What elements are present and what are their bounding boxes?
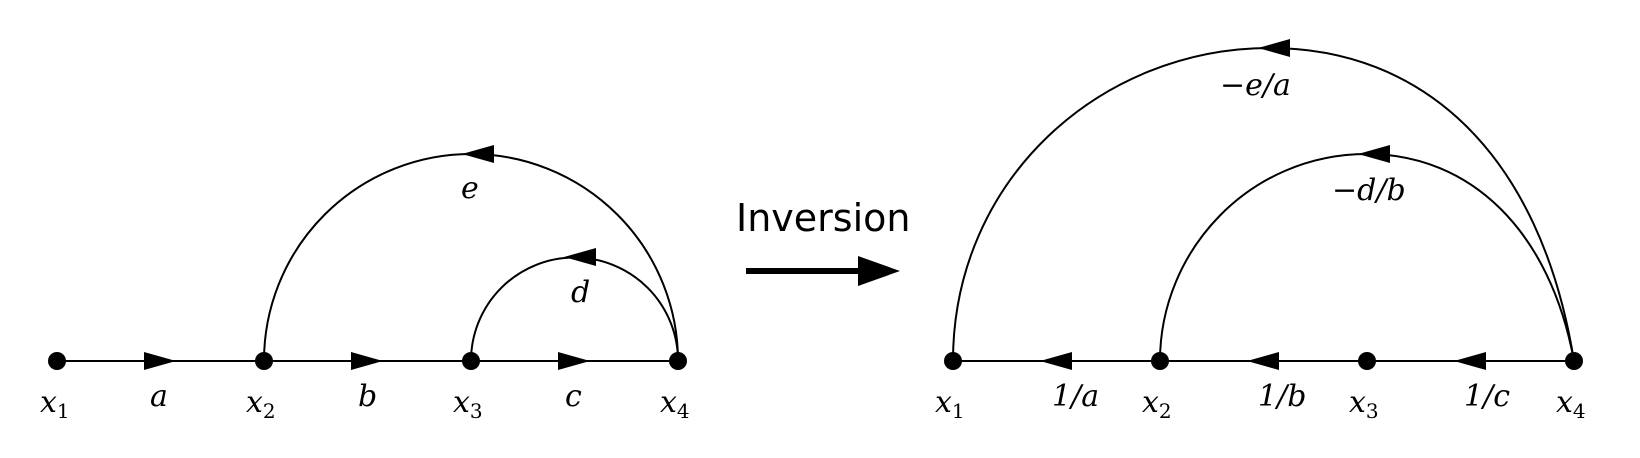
node-label-x2: x2 xyxy=(246,385,276,423)
edge-label-1-over-b: 1/b xyxy=(1258,379,1306,414)
arrow-x4-x2-right xyxy=(1358,145,1390,163)
arrow-x2-x3 xyxy=(351,352,383,370)
node-label-x3: x3 xyxy=(453,385,483,423)
node-label-x1: x1 xyxy=(40,385,70,423)
node-x4 xyxy=(669,352,687,370)
edge-label-b: b xyxy=(358,379,377,414)
arrow-x4-x2 xyxy=(462,145,494,163)
arrow-x3-x2 xyxy=(1247,352,1279,370)
arrow-x4-x1 xyxy=(1258,39,1290,57)
transform-arrow-head xyxy=(858,256,900,286)
edge-label-neg-d-over-b: −d/b xyxy=(1332,173,1406,208)
arrow-x2-x1 xyxy=(1040,352,1072,370)
edge-label-d: d xyxy=(571,275,590,310)
node-label-x1-right: x1 xyxy=(935,385,965,423)
node-x2 xyxy=(255,352,273,370)
left-graph: x1 x2 x3 x4 a b c e d xyxy=(40,145,690,423)
edge-label-1-over-c: 1/c xyxy=(1464,379,1510,414)
node-x3 xyxy=(462,352,480,370)
node-x1 xyxy=(48,352,66,370)
node-x1-right xyxy=(944,352,962,370)
arrow-x4-x3 xyxy=(1454,352,1486,370)
arrow-x1-x2 xyxy=(144,352,176,370)
node-label-x4-right: x4 xyxy=(1556,385,1586,423)
edge-label-a: a xyxy=(150,379,168,414)
node-label-x4: x4 xyxy=(660,385,690,423)
edge-label-neg-e-over-a: −e/a xyxy=(1220,68,1291,103)
node-label-x2-right: x2 xyxy=(1142,385,1172,423)
edge-label-c: c xyxy=(565,379,582,414)
arrow-x3-x4 xyxy=(558,352,590,370)
right-graph: x1 x2 x3 x4 1/a 1/b 1/c −e/a −d/b xyxy=(935,39,1586,423)
arrow-x4-x3 xyxy=(564,248,596,266)
node-x3-right xyxy=(1358,352,1376,370)
edge-label-e: e xyxy=(461,171,479,206)
edge-label-1-over-a: 1/a xyxy=(1052,379,1099,414)
node-x4-right xyxy=(1565,352,1583,370)
transform: Inversion xyxy=(736,196,910,286)
node-label-x3-right: x3 xyxy=(1349,385,1379,423)
node-x2-right xyxy=(1151,352,1169,370)
transform-label: Inversion xyxy=(736,196,910,240)
